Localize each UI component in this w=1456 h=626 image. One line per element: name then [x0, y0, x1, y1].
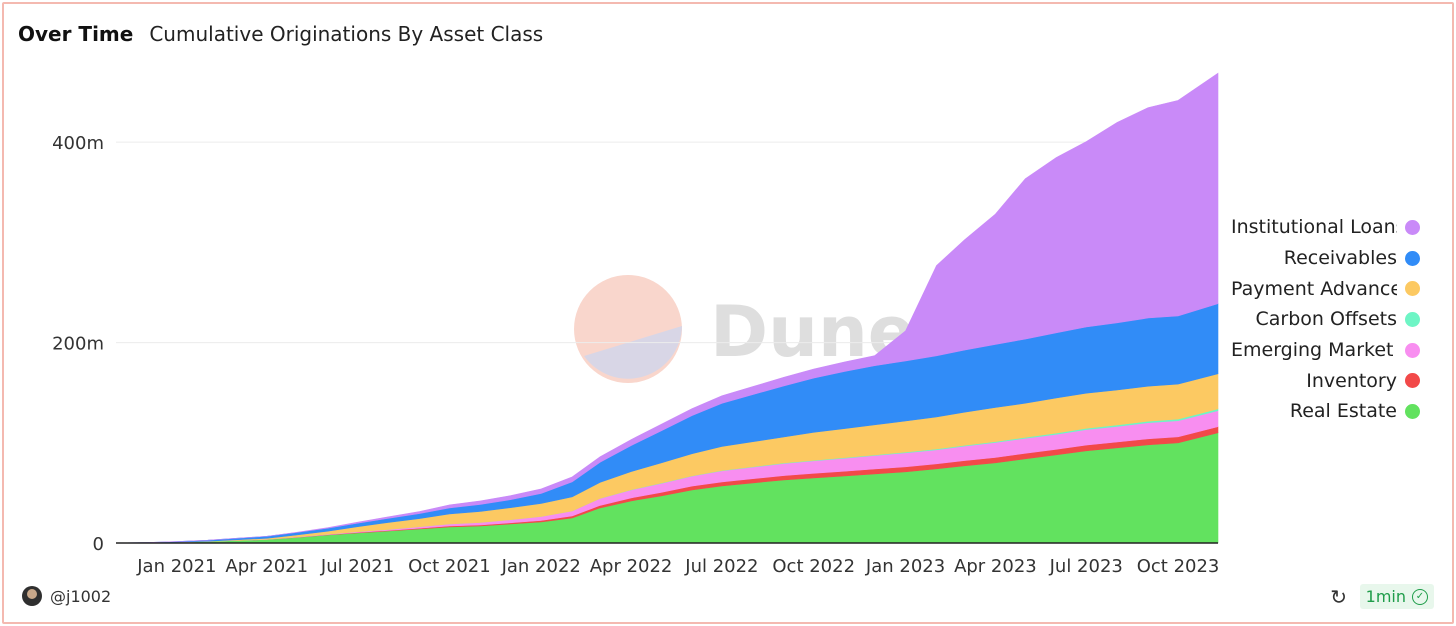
x-tick-label: Jan 2022 — [501, 556, 581, 577]
x-tick-label: Apr 2023 — [954, 556, 1037, 577]
result-age-badge: 1min ✓ — [1359, 584, 1434, 609]
avatar — [22, 586, 42, 606]
series-area-institutional-loans[interactable] — [115, 72, 1219, 544]
legend-item[interactable]: Receivables — [1200, 243, 1420, 274]
legend-item[interactable]: Carbon Offsets — [1200, 304, 1420, 335]
legend-swatch — [1405, 403, 1420, 419]
x-tick-label: Jul 2023 — [1049, 556, 1123, 577]
legend-swatch — [1405, 342, 1420, 358]
x-tick-label: Oct 2023 — [1137, 556, 1220, 577]
watermark-logo-bottom — [584, 326, 682, 379]
refresh-icon[interactable]: ↻ — [1330, 584, 1348, 609]
legend-swatch — [1405, 311, 1420, 327]
legend-label: Institutional Loans — [1231, 216, 1397, 239]
legend-label: Emerging Market L — [1231, 339, 1397, 362]
x-tick-label: Jul 2021 — [320, 556, 394, 577]
legend: Institutional Loans Receivables Payment Ad… — [1200, 212, 1420, 427]
check-circle-icon: ✓ — [1412, 588, 1428, 605]
legend-item[interactable]: Real Estate — [1200, 396, 1420, 427]
y-tick-label: 400m — [52, 133, 104, 154]
x-tick-label: Oct 2022 — [772, 556, 855, 577]
legend-swatch — [1405, 281, 1420, 297]
x-tick-label: Jul 2022 — [684, 556, 758, 577]
author[interactable]: @j1002 — [22, 586, 111, 606]
legend-label: Payment Advances — [1231, 277, 1397, 300]
legend-swatch — [1405, 219, 1420, 235]
chart-title: Cumulative Originations By Asset Class — [149, 22, 544, 46]
y-tick-label: 0 — [93, 534, 104, 555]
result-age-text: 1min — [1365, 587, 1406, 606]
visualization-tab-title[interactable]: Over Time — [18, 22, 134, 46]
x-tick-label: Oct 2021 — [408, 556, 491, 577]
legend-label: Real Estate — [1289, 400, 1397, 423]
x-tick-label: Apr 2021 — [225, 556, 308, 577]
card-header: Over Time Cumulative Originations By Ass… — [18, 22, 543, 46]
query-status: ↻ 1min ✓ — [1328, 584, 1434, 609]
y-tick-label: 200m — [52, 334, 104, 355]
legend-label: Carbon Offsets — [1255, 308, 1397, 331]
legend-item[interactable]: Inventory — [1200, 365, 1420, 396]
legend-item[interactable]: Institutional Loans — [1200, 212, 1420, 243]
legend-item[interactable]: Emerging Market L — [1200, 335, 1420, 366]
author-name[interactable]: @j1002 — [50, 586, 112, 606]
series-areas — [115, 72, 1219, 544]
legend-item[interactable]: Payment Advances — [1200, 273, 1420, 304]
x-tick-label: Apr 2022 — [590, 556, 673, 577]
legend-label: Inventory — [1306, 369, 1397, 392]
legend-swatch — [1405, 250, 1420, 266]
x-tick-label: Jan 2021 — [136, 556, 216, 577]
legend-swatch — [1405, 373, 1420, 389]
legend-label: Receivables — [1283, 247, 1397, 270]
x-tick-label: Jan 2023 — [865, 556, 945, 577]
